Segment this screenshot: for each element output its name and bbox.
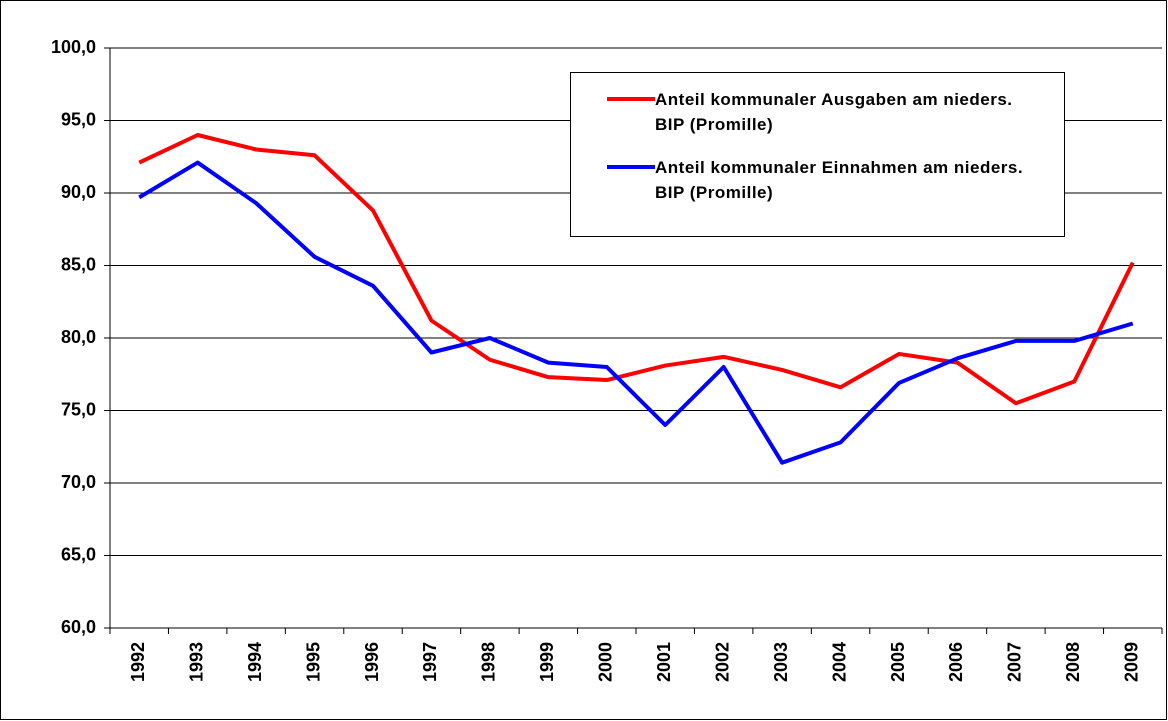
x-tick-label: 1994 (245, 642, 265, 682)
legend-label: Anteil kommunaler Einnahmen am nieders. … (655, 158, 1024, 202)
legend-entry: Anteil kommunaler Ausgaben am nieders. B… (607, 87, 1064, 137)
x-tick-label: 2001 (654, 642, 674, 682)
y-tick-label: 65,0 (61, 544, 96, 564)
x-tick-label: 1998 (479, 642, 499, 682)
legend-swatch (607, 165, 655, 169)
legend-label: Anteil kommunaler Ausgaben am nieders. B… (655, 90, 1013, 134)
legend: Anteil kommunaler Ausgaben am nieders. B… (570, 72, 1065, 237)
x-tick-label: 1992 (128, 642, 148, 682)
y-tick-label: 100,0 (51, 37, 96, 57)
x-tick-label: 2003 (771, 642, 791, 682)
x-tick-label: 2002 (712, 642, 732, 682)
data-line (138, 160, 1134, 465)
x-tick-label: 2005 (888, 642, 908, 682)
x-tick-label: 2007 (1005, 642, 1025, 682)
y-tick-label: 85,0 (61, 254, 96, 274)
x-tick-label: 1999 (537, 642, 557, 682)
x-tick-label: 2009 (1122, 642, 1142, 682)
y-tick-label: 80,0 (61, 327, 96, 347)
y-tick-label: 95,0 (61, 109, 96, 129)
y-tick-label: 70,0 (61, 472, 96, 492)
x-tick-label: 1997 (420, 642, 440, 682)
x-tick-label: 2008 (1063, 642, 1083, 682)
y-tick-label: 90,0 (61, 182, 96, 202)
x-tick-label: 2006 (946, 642, 966, 682)
y-tick-label: 75,0 (61, 399, 96, 419)
y-tick-label: 60,0 (61, 617, 96, 637)
legend-swatch (607, 97, 655, 101)
x-tick-label: 1996 (362, 642, 382, 682)
x-tick-label: 1993 (186, 642, 206, 682)
legend-entry: Anteil kommunaler Einnahmen am nieders. … (607, 155, 1064, 205)
data-line (138, 133, 1135, 406)
x-tick-label: 2000 (596, 642, 616, 682)
x-tick-label: 1995 (303, 642, 323, 682)
x-tick-label: 2004 (829, 642, 849, 682)
